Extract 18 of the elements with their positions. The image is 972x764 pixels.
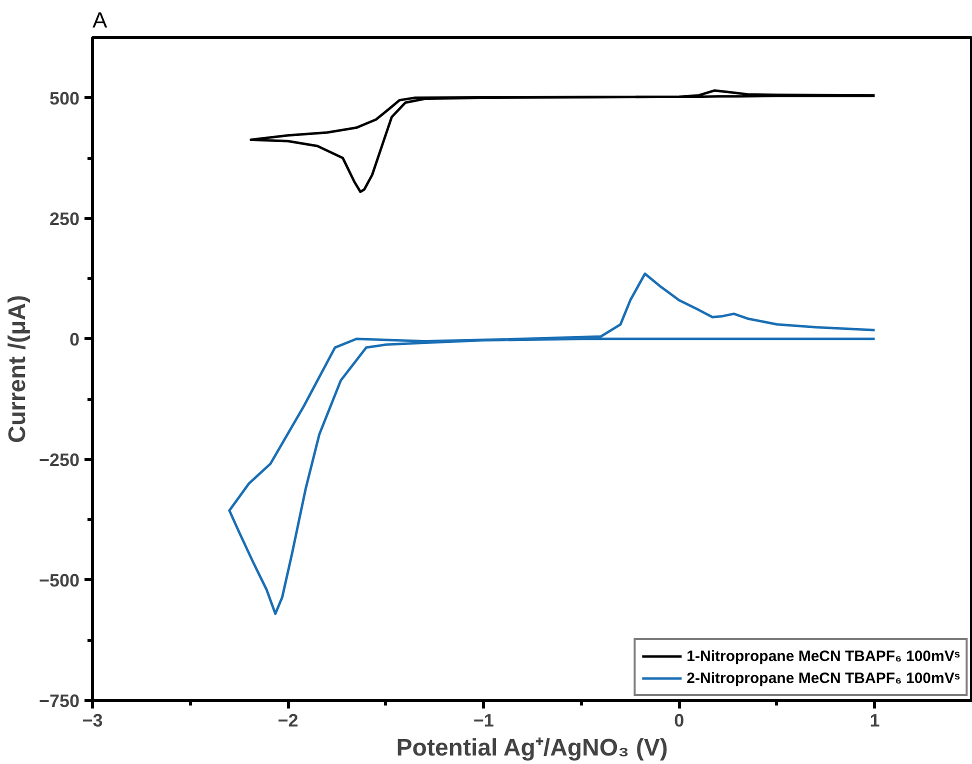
y-tick-label: 500 [49,88,80,108]
x-tick-label: −1 [473,710,494,730]
y-tick-label: −750 [38,691,80,711]
legend-label: 2-Nitropropane MeCN TBAPF₆ 100mVˢ [686,670,960,686]
line-series [228,272,876,615]
x-tick-label: 1 [870,710,880,730]
y-axis-title: Current /(μA) [4,294,31,444]
y-tick-label: −250 [38,450,80,470]
x-axis-title: Potential Ag⁺/AgNO₃ (V) [396,734,668,762]
text: A [92,8,108,32]
legend-label: 1-Nitropropane MeCN TBAPF₆ 100mVˢ [686,648,960,664]
x-tick-label: −3 [82,710,103,730]
x-tick-label: −2 [278,710,298,730]
y-tick-label: 0 [69,329,80,350]
y-tick-label: −500 [38,570,80,590]
x-tick-label: 0 [674,710,684,730]
line-series [250,89,876,194]
y-tick-label: 250 [49,208,80,229]
